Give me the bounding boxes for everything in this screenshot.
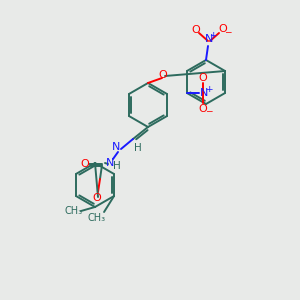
Text: H: H — [113, 161, 121, 171]
Text: O: O — [199, 104, 207, 114]
Text: O: O — [192, 25, 200, 35]
Text: −: − — [205, 106, 213, 116]
Text: N: N — [112, 142, 120, 152]
Text: −: − — [224, 28, 232, 37]
Text: O: O — [219, 24, 227, 34]
Text: O: O — [93, 193, 101, 203]
Text: N: N — [106, 158, 114, 168]
Text: O: O — [81, 159, 89, 169]
Text: H: H — [134, 143, 142, 153]
Text: +: + — [209, 32, 217, 40]
Text: CH₃: CH₃ — [88, 213, 106, 223]
Text: N: N — [205, 34, 213, 44]
Text: O: O — [159, 70, 167, 80]
Text: +: + — [205, 85, 213, 94]
Text: O: O — [199, 73, 207, 83]
Text: N: N — [200, 88, 208, 98]
Text: CH₃: CH₃ — [65, 206, 83, 216]
